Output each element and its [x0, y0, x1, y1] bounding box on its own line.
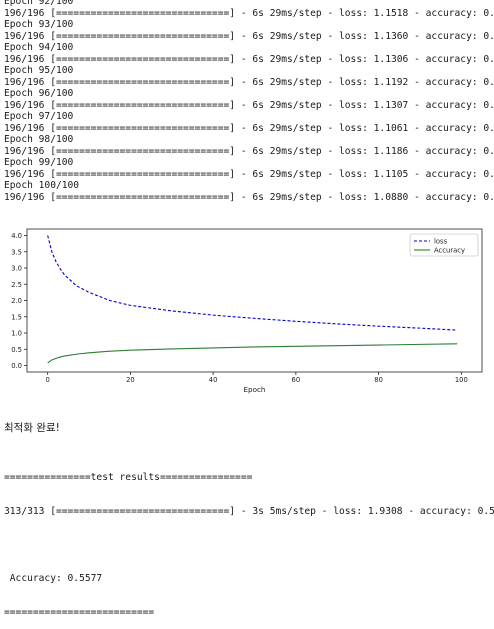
- test-results-line: 313/313 [==============================]…: [4, 505, 494, 517]
- optimization-complete-message: 최적화 완료!: [4, 422, 60, 434]
- y-tick-label: 1.5: [11, 313, 22, 321]
- y-tick-label: 2.0: [11, 297, 22, 305]
- legend-entry: loss: [434, 238, 448, 246]
- x-tick-label: 0: [46, 376, 50, 384]
- epoch-progress-line: 196/196 [==============================]…: [4, 99, 494, 111]
- epoch-progress-line: 196/196 [==============================]…: [4, 7, 494, 19]
- epoch-header: Epoch 98/100: [4, 134, 74, 145]
- epoch-header: Epoch 95/100: [4, 65, 74, 76]
- loss-accuracy-chart: 0.0 0.5 1.0 1.5 2.0 2.5 3.0 3.5 4.0 0 20 40 60 80 100 E…: [11, 228, 483, 394]
- epoch-header: Epoch 96/100: [4, 88, 74, 99]
- legend-entry: Accuracy: [434, 247, 465, 255]
- plot-frame: [26, 228, 483, 373]
- epoch-progress-line: 196/196 [==============================]…: [4, 145, 494, 157]
- x-tick-label: 20: [126, 376, 135, 384]
- y-tick-label: 0.5: [11, 346, 22, 354]
- series-line-accuracy: [47, 343, 458, 364]
- epoch-progress-line: 196/196 [==============================]…: [4, 76, 494, 88]
- epoch-progress-line: 196/196 [==============================]…: [4, 168, 494, 180]
- x-tick-label: 60: [292, 376, 301, 384]
- footer-rule: ==========================: [4, 606, 155, 618]
- output-summary: 최적화 완료! ===============test results=====…: [4, 400, 494, 629]
- y-tick-label: 3.0: [11, 265, 22, 273]
- final-accuracy: Accuracy: 0.5577: [4, 573, 103, 584]
- x-axis-label: Epoch: [243, 385, 265, 394]
- epoch-progress-line: 196/196 [==============================]…: [4, 122, 494, 134]
- training-plot: 0.0 0.5 1.0 1.5 2.0 2.5 3.0 3.5 4.0 0 20 40 60 80 100 E…: [0, 226, 494, 398]
- y-tick-label: 0.0: [11, 362, 22, 370]
- x-tick-label: 40: [209, 376, 218, 384]
- epoch-header: Epoch 93/100: [4, 19, 74, 30]
- y-tick-label: 3.5: [11, 248, 22, 256]
- training-log: Epoch 92/100 196/196 [===================…: [4, 0, 494, 203]
- epoch-header: Epoch 97/100: [4, 111, 74, 122]
- epoch-header: Epoch 100/100: [4, 180, 80, 191]
- epoch-header: Epoch 92/100: [4, 0, 74, 7]
- epoch-progress-line: 196/196 [==============================]…: [4, 30, 494, 42]
- test-results-header: ===============test results=============…: [4, 472, 253, 483]
- x-tick-label: 100: [455, 376, 468, 384]
- epoch-header: Epoch 94/100: [4, 42, 74, 53]
- y-tick-label: 4.0: [11, 232, 22, 240]
- y-tick-label: 2.5: [11, 281, 22, 289]
- epoch-header: Epoch 99/100: [4, 157, 74, 168]
- series-line-loss: [47, 235, 458, 331]
- x-tick-label: 80: [374, 376, 383, 384]
- epoch-progress-line: 196/196 [==============================]…: [4, 191, 494, 203]
- y-tick-label: 1.0: [11, 330, 22, 338]
- epoch-progress-line: 196/196 [==============================]…: [4, 53, 494, 65]
